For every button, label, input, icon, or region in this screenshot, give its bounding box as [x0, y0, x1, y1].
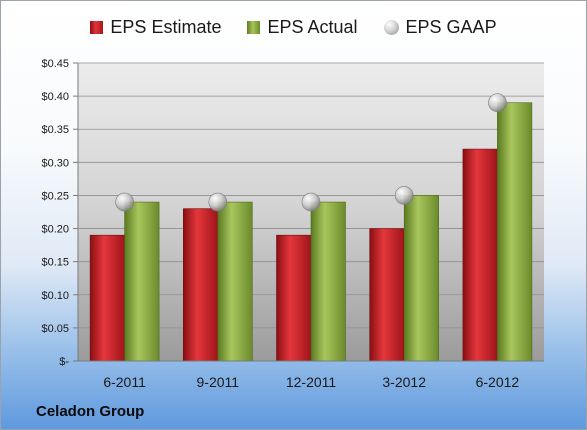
legend-label-actual: EPS Actual: [267, 17, 358, 37]
legend: EPS Estimate EPS Actual EPS GAAP: [1, 17, 586, 38]
bar-eps-actual: [217, 201, 253, 362]
legend-item-actual: EPS Actual: [247, 17, 358, 38]
marker-eps-gaap: [115, 192, 134, 212]
y-tick-label: $0.20: [41, 224, 69, 236]
bar-eps-estimate: [183, 208, 219, 362]
y-tick-label: $0.10: [41, 290, 69, 302]
legend-label-gaap: EPS GAAP: [405, 17, 497, 37]
y-tick-label: $0.30: [41, 157, 69, 169]
y-tick-label: $0.25: [41, 190, 69, 202]
marker-eps-gaap: [394, 186, 414, 205]
bar-eps-actual: [497, 102, 533, 362]
y-tick-label: $0.40: [41, 91, 69, 103]
bar-eps-estimate: [462, 148, 498, 362]
y-tick-label: $0.45: [41, 58, 69, 70]
marker-eps-gaap: [301, 192, 321, 212]
bar-eps-estimate: [369, 228, 405, 362]
x-tick-label: 6-2011: [103, 374, 146, 390]
x-tick-label: 12-2011: [286, 374, 337, 390]
y-tick-label: $-: [59, 356, 69, 368]
legend-item-gaap: EPS GAAP: [383, 17, 497, 38]
legend-marker-gaap: [383, 20, 399, 35]
y-tick-label: $0.05: [41, 323, 69, 335]
bar-eps-estimate: [276, 234, 312, 362]
legend-label-estimate: EPS Estimate: [110, 17, 222, 37]
bar-eps-estimate: [89, 234, 125, 362]
x-tick-label: 6-2012: [476, 374, 520, 390]
bar-eps-actual: [403, 195, 439, 362]
x-tick-label: 9-2011: [197, 374, 240, 390]
legend-swatch-estimate: [90, 21, 104, 34]
y-tick-label: $0.35: [41, 124, 69, 136]
bar-eps-actual: [310, 201, 346, 362]
company-name: Celadon Group: [36, 403, 145, 420]
legend-item-estimate: EPS Estimate: [90, 17, 221, 38]
y-tick-label: $0.15: [41, 257, 69, 269]
marker-eps-gaap: [208, 192, 228, 212]
marker-eps-gaap: [488, 93, 507, 113]
legend-swatch-actual: [247, 21, 261, 34]
bar-eps-actual: [124, 201, 160, 362]
x-tick-label: 3-2012: [382, 374, 426, 390]
